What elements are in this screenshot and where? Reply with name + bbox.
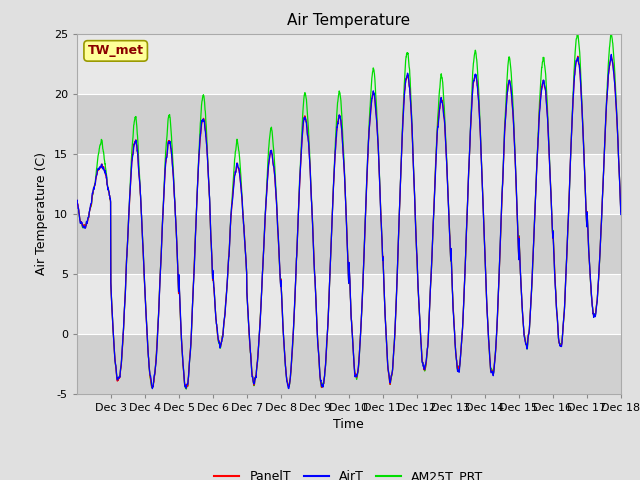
AirT bbox=[610, 68, 618, 74]
PanelT bbox=[607, 53, 615, 59]
AM25T_PRT bbox=[513, 194, 520, 200]
Bar bbox=[77, 334, 621, 394]
PanelT bbox=[513, 195, 520, 201]
Line: AM25T_PRT: AM25T_PRT bbox=[77, 34, 621, 389]
AirT bbox=[617, 212, 625, 217]
AM25T_PRT bbox=[574, 31, 582, 36]
PanelT bbox=[127, 171, 135, 177]
AM25T_PRT bbox=[381, 320, 389, 325]
Bar bbox=[77, 94, 621, 154]
AirT bbox=[127, 170, 135, 176]
AM25T_PRT bbox=[182, 386, 190, 392]
Legend: PanelT, AirT, AM25T_PRT: PanelT, AirT, AM25T_PRT bbox=[209, 465, 488, 480]
PanelT bbox=[245, 324, 253, 330]
Line: PanelT: PanelT bbox=[77, 56, 621, 388]
Title: Air Temperature: Air Temperature bbox=[287, 13, 410, 28]
AM25T_PRT bbox=[617, 208, 625, 214]
Bar bbox=[77, 274, 621, 334]
Line: AirT: AirT bbox=[77, 54, 621, 389]
AM25T_PRT bbox=[245, 324, 253, 330]
AirT bbox=[148, 386, 156, 392]
Bar bbox=[77, 214, 621, 274]
AM25T_PRT bbox=[127, 162, 135, 168]
PanelT bbox=[381, 321, 389, 326]
X-axis label: Time: Time bbox=[333, 418, 364, 431]
PanelT bbox=[73, 197, 81, 203]
Text: TW_met: TW_met bbox=[88, 44, 144, 58]
Y-axis label: Air Temperature (C): Air Temperature (C) bbox=[35, 152, 48, 275]
PanelT bbox=[543, 111, 551, 117]
AM25T_PRT bbox=[543, 103, 551, 108]
AM25T_PRT bbox=[610, 48, 618, 54]
AirT bbox=[245, 323, 253, 329]
AM25T_PRT bbox=[73, 198, 81, 204]
PanelT bbox=[617, 209, 625, 215]
PanelT bbox=[182, 385, 190, 391]
AirT bbox=[543, 113, 551, 119]
PanelT bbox=[610, 66, 618, 72]
Bar bbox=[77, 154, 621, 214]
AirT bbox=[381, 322, 389, 327]
Bar bbox=[77, 34, 621, 94]
AirT bbox=[73, 198, 81, 204]
AirT bbox=[513, 194, 520, 200]
AirT bbox=[607, 51, 615, 57]
